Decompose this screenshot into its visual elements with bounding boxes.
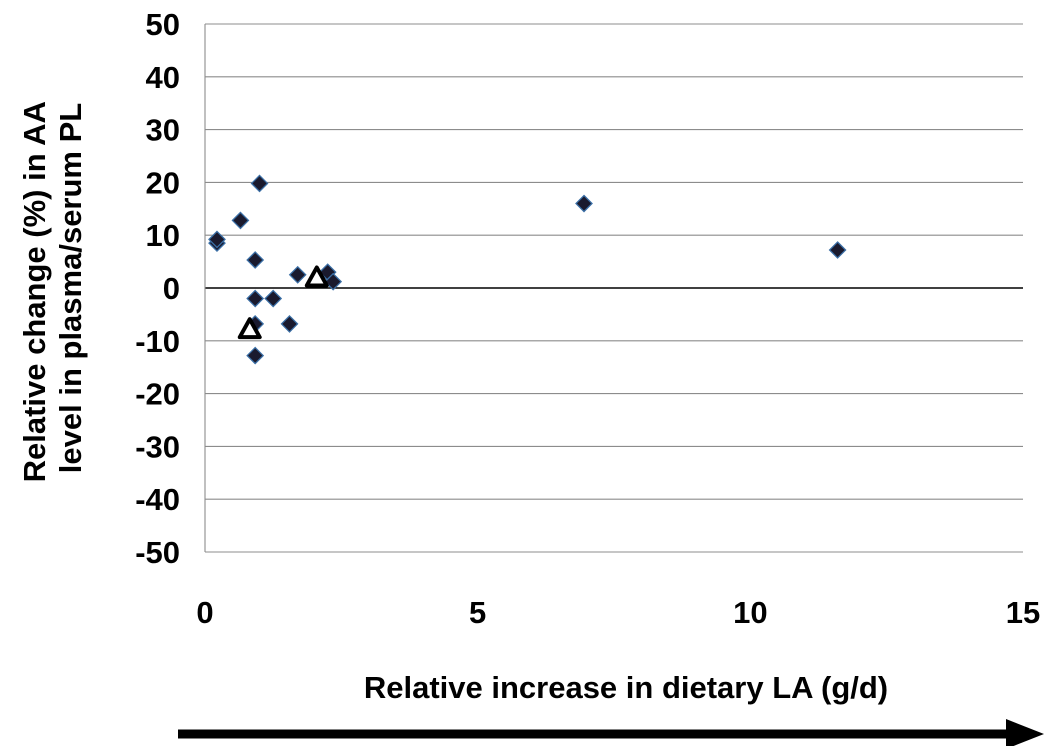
diamond-point bbox=[280, 314, 299, 333]
y-tick-label: -10 bbox=[135, 324, 180, 359]
diamond-point bbox=[246, 251, 265, 269]
y-tick-label: -20 bbox=[135, 377, 180, 412]
y-tick-label: 30 bbox=[146, 113, 180, 148]
diamond-point bbox=[250, 174, 269, 193]
diamond-point bbox=[231, 211, 250, 230]
diamond-point bbox=[828, 241, 847, 259]
diamond-point bbox=[288, 265, 307, 284]
y-tick-label: -30 bbox=[135, 429, 180, 464]
y-tick-label: 20 bbox=[146, 165, 180, 200]
diamond-point bbox=[246, 346, 265, 365]
diamond-point bbox=[208, 230, 226, 249]
x-axis-label: Relative increase in dietary LA (g/d) bbox=[364, 670, 888, 705]
y-tick-label: -40 bbox=[135, 482, 180, 517]
triangle-point bbox=[237, 317, 262, 340]
y-axis-label-line-2: level in plasma/serum PL bbox=[53, 103, 88, 473]
diamond-point bbox=[324, 272, 343, 291]
x-tick-labels: 0 5 10 15 bbox=[196, 595, 1040, 630]
arrow-head bbox=[1006, 719, 1044, 749]
diamond-point bbox=[246, 289, 265, 308]
y-tick-label: 0 bbox=[163, 271, 180, 306]
y-tick-label: 10 bbox=[146, 218, 180, 253]
y-tick-label: -50 bbox=[135, 535, 180, 570]
y-axis-label: Relative change (%) in AA level in plasm… bbox=[17, 94, 88, 483]
y-tick-label: 50 bbox=[146, 7, 180, 42]
triangle-point bbox=[304, 265, 329, 288]
diamond-point bbox=[575, 194, 593, 213]
y-tick-label: 40 bbox=[146, 60, 180, 95]
diamond-point bbox=[264, 289, 283, 308]
x-tick-label: 5 bbox=[469, 595, 486, 630]
grid-lines bbox=[205, 23, 1023, 553]
direction-arrow bbox=[178, 719, 1044, 749]
y-tick-labels: 50 40 30 20 10 0 -10 -20 -30 -40 -50 bbox=[135, 7, 180, 570]
x-tick-label: 0 bbox=[196, 595, 213, 630]
y-axis-label-line-1: Relative change (%) in AA bbox=[17, 101, 52, 482]
x-tick-label: 15 bbox=[1006, 595, 1040, 630]
data-points bbox=[208, 174, 847, 365]
x-tick-label: 10 bbox=[733, 595, 767, 630]
